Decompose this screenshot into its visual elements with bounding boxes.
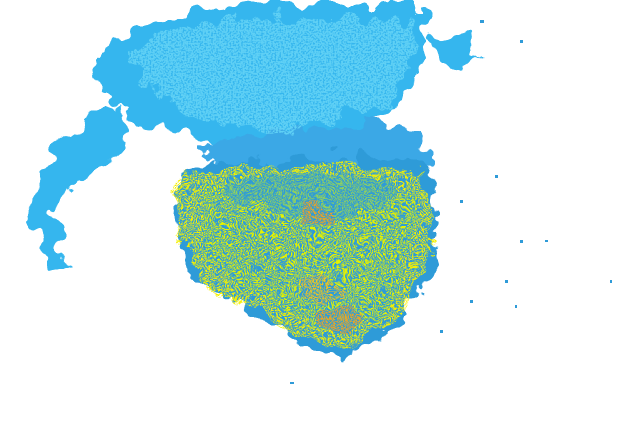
- echo-moderate: [175, 164, 433, 348]
- echo-strong: [297, 201, 365, 334]
- echo-light-texture: [130, 18, 413, 127]
- scatter-echoes: [290, 20, 612, 384]
